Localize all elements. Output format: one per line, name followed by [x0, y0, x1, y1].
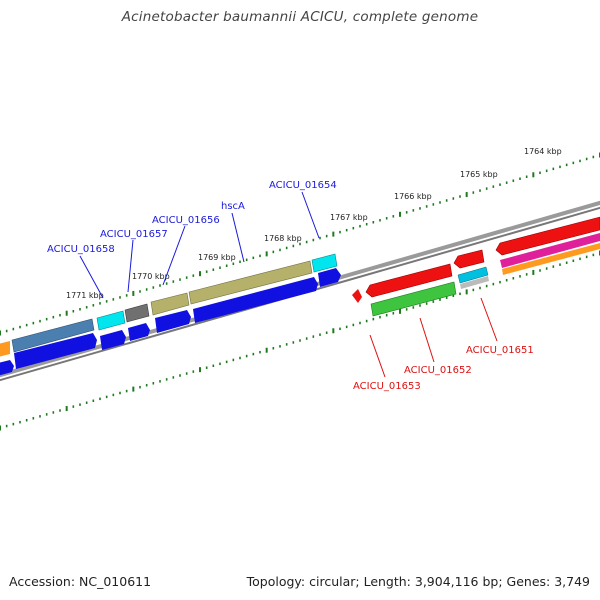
tick-label-1771: 1771 kbp: [66, 291, 104, 300]
gene-block-acicu-01656[interactable]: [124, 303, 150, 323]
tick-label-1770: 1770 kbp: [132, 272, 170, 281]
genome-summary: Topology: circular; Length: 3,904,116 bp…: [246, 574, 590, 589]
tick-label-1764: 1764 kbp: [524, 147, 562, 156]
tick-label-1766: 1766 kbp: [394, 192, 432, 201]
cds-arrow-left-edge: [0, 360, 14, 376]
forward-strand-genes: [0, 253, 338, 357]
tick-label-1769: 1769 kbp: [198, 253, 236, 262]
label-acicu-01656[interactable]: ACICU_01656: [152, 215, 220, 226]
gene-block-acicu-01651-a[interactable]: [453, 249, 485, 269]
callout-hscA: [231, 212, 245, 263]
gene-block-acicu-01652[interactable]: [365, 263, 453, 298]
accession-label: Accession: NC_010611: [9, 574, 152, 589]
gene-block-grey-small[interactable]: [460, 276, 489, 289]
label-acicu-01658[interactable]: ACICU_01658: [47, 244, 115, 255]
forward-cds-arrows: [0, 268, 341, 376]
inner-tick-track: [0, 250, 600, 431]
reverse-gene-labels: ACICU_01653 ACICU_01652 ACICU_01651: [353, 297, 534, 392]
gene-arrow-small-red[interactable]: [352, 289, 362, 303]
label-hscA[interactable]: hscA: [221, 201, 245, 212]
cds-arrow-acicu-01655[interactable]: [155, 310, 191, 333]
callout-acicu-01657: [127, 239, 134, 293]
callout-acicu-01658: [79, 255, 104, 299]
cds-arrow-acicu-01656[interactable]: [128, 323, 150, 341]
label-acicu-01651[interactable]: ACICU_01651: [466, 345, 534, 356]
callout-acicu-01654: [301, 191, 320, 239]
cds-arrow-hscA[interactable]: [193, 277, 318, 323]
cds-arrow-acicu-01657[interactable]: [100, 330, 126, 350]
gene-block-acicu-01654[interactable]: [311, 253, 338, 273]
callout-acicu-01653: [369, 334, 386, 378]
tick-label-1765: 1765 kbp: [460, 170, 498, 179]
label-acicu-01657[interactable]: ACICU_01657: [100, 229, 168, 240]
gene-block-orange-left: [0, 341, 10, 357]
gene-block-orange[interactable]: [502, 243, 600, 275]
label-acicu-01653[interactable]: ACICU_01653: [353, 381, 421, 392]
cds-arrow-acicu-01654[interactable]: [318, 268, 341, 287]
callout-acicu-01652: [419, 317, 435, 363]
gene-block-acicu-01657[interactable]: [96, 310, 126, 331]
callout-acicu-01656: [162, 225, 186, 286]
gene-block-acicu-01658[interactable]: [11, 318, 95, 353]
gene-block-acicu-01653[interactable]: [370, 281, 457, 317]
tick-label-1767: 1767 kbp: [330, 213, 368, 222]
gene-block-acicu-01651-b[interactable]: [495, 216, 600, 256]
forward-gene-labels: ACICU_01658 ACICU_01657 ACICU_01656 hscA…: [47, 180, 337, 299]
gene-block-magenta[interactable]: [500, 233, 600, 268]
map-title: Acinetobacter baumannii ACICU, complete …: [121, 9, 479, 25]
gene-block-acicu-01655[interactable]: [150, 292, 190, 316]
label-acicu-01652[interactable]: ACICU_01652: [404, 365, 472, 376]
reverse-strand-genes: [352, 216, 600, 317]
label-acicu-01654[interactable]: ACICU_01654: [269, 180, 337, 191]
tick-label-1768: 1768 kbp: [264, 234, 302, 243]
tick-labels: 1764 kbp 1765 kbp 1766 kbp 1767 kbp 1768…: [66, 147, 562, 300]
callout-acicu-01651: [480, 297, 498, 342]
outer-tick-track: [0, 152, 600, 336]
cds-arrow-acicu-01658[interactable]: [14, 333, 97, 369]
gene-block-cyan-small[interactable]: [457, 266, 489, 284]
gene-block-hscA[interactable]: [188, 260, 313, 305]
